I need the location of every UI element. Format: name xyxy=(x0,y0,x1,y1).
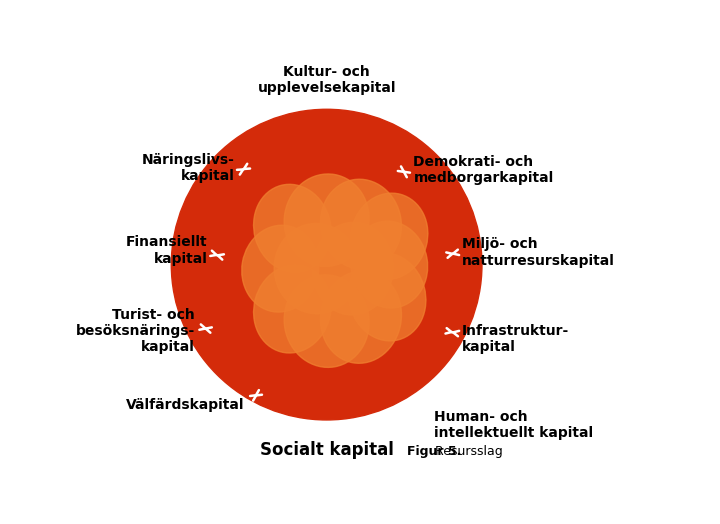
Ellipse shape xyxy=(348,253,426,341)
Text: Resursslag: Resursslag xyxy=(431,444,503,457)
Text: Demokrati- och
medborgarkapital: Demokrati- och medborgarkapital xyxy=(413,155,554,185)
Ellipse shape xyxy=(320,271,402,363)
Ellipse shape xyxy=(312,222,393,315)
Text: Miljö- och
natturresurskapital: Miljö- och natturresurskapital xyxy=(462,237,615,268)
Ellipse shape xyxy=(320,179,402,269)
Text: Näringslivs-
kapital: Näringslivs- kapital xyxy=(142,152,235,183)
Ellipse shape xyxy=(242,225,319,312)
Circle shape xyxy=(171,110,482,420)
Ellipse shape xyxy=(284,275,369,367)
Text: Human- och
intellektuellt kapital: Human- och intellektuellt kapital xyxy=(433,410,593,440)
Text: Finansiellt
kapital: Finansiellt kapital xyxy=(126,235,207,266)
Text: Infrastruktur-
kapital: Infrastruktur- kapital xyxy=(462,324,569,354)
Text: Kultur- och
upplevelsekapital: Kultur- och upplevelsekapital xyxy=(257,65,396,95)
Ellipse shape xyxy=(253,265,331,353)
Text: Socialt kapital: Socialt kapital xyxy=(260,441,394,459)
Ellipse shape xyxy=(284,174,369,267)
Text: Figur 5.: Figur 5. xyxy=(408,444,462,457)
Text: Välfärdskapital: Välfärdskapital xyxy=(126,398,245,412)
Ellipse shape xyxy=(253,184,331,272)
Ellipse shape xyxy=(274,223,359,314)
Ellipse shape xyxy=(351,193,428,280)
Ellipse shape xyxy=(351,221,428,308)
Text: Turist- och
besöksnärings-
kapital: Turist- och besöksnärings- kapital xyxy=(76,308,194,354)
